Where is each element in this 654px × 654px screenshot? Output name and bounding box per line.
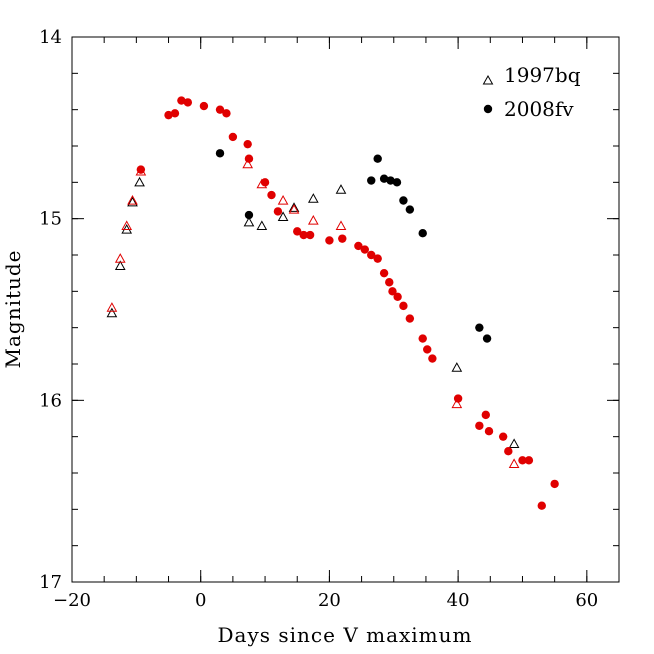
data-point-triangle [243,216,255,227]
data-point-circle [177,96,186,105]
data-point-circle [386,176,395,185]
data-point-circle [393,292,402,301]
data-point-circle [379,268,389,278]
plot-frame [71,36,620,583]
data-point-circle [273,207,283,216]
y-axis-label: Magnitude [1,249,25,368]
legend: 1997bq 2008fv [482,63,581,121]
data-point-circle [418,334,427,343]
data-point-triangle [127,196,138,207]
data-point-circle [379,174,389,183]
x-tick-label: −20 [53,590,91,611]
data-point-triangle [106,307,118,318]
data-point-circle [484,427,494,436]
data-point-triangle [127,194,138,205]
data-point-circle [136,165,146,174]
y-tick-label: 16 [39,390,62,411]
axis-tick-labels: −20 0 20 40 60 14 15 16 17 [39,27,598,611]
data-point-triangle [277,194,289,205]
data-point-circle [550,479,559,489]
data-point-circle [325,236,334,245]
data-point-triangle [508,438,520,449]
data-point-circle [199,101,209,111]
data-point-circle [481,410,490,420]
legend-label-2008fv: 2008fv [504,97,574,121]
data-point-circle [405,205,415,214]
data-point-circle [498,432,508,441]
y-tick-label: 15 [39,209,62,230]
data-point-circle [504,447,513,456]
data-point-circle [399,196,408,205]
data-point-triangle [288,204,300,214]
x-tick-label: 0 [195,590,206,611]
data-point-triangle [121,220,133,231]
data-point-circle [524,456,534,465]
data-point-circle [475,323,484,332]
data-point-triangle [451,398,463,409]
data-point-triangle [277,211,289,221]
data-point-circle [305,230,315,240]
data-point-circle [183,98,193,107]
data-point-triangle [307,214,319,225]
data-point-circle [360,245,370,254]
data-point-circle [267,190,276,200]
data-point-circle [537,501,546,510]
data-point-triangle [508,458,520,469]
data-point-triangle [114,253,126,263]
data-point-circle [399,301,408,311]
data-point-circle [243,139,252,149]
data-point-circle [518,456,527,465]
data-point-circle [222,109,231,118]
data-points [106,96,559,510]
data-point-triangle [114,260,126,270]
data-point-triangle [335,184,347,194]
data-point-circle [260,178,270,187]
data-point-circle [170,109,180,118]
data-point-circle [373,254,382,263]
data-point-triangle [288,202,300,212]
data-point-circle [367,250,376,260]
data-point-circle [244,210,254,220]
x-tick-label: 40 [447,590,470,611]
data-point-circle [482,334,492,343]
data-point-circle [164,110,173,120]
data-point-triangle [451,362,463,372]
data-point-circle [244,154,254,163]
data-point-triangle [335,220,347,231]
data-point-circle [299,230,308,240]
data-point-triangle [307,193,319,203]
x-tick-label: 20 [318,590,341,611]
data-point-triangle [134,176,145,187]
data-point-circle [392,178,402,187]
data-point-circle [423,345,432,354]
data-point-circle [215,149,225,158]
legend-marker-1997bq [482,74,494,85]
data-point-circle [475,421,484,430]
data-point-circle [388,287,397,296]
data-point-circle [354,241,363,251]
y-tick-label: 17 [39,572,62,593]
data-point-circle [293,227,302,236]
data-point-circle [338,234,347,243]
axis-ticks [71,36,620,583]
data-point-circle [405,314,415,323]
data-point-triangle [242,158,254,169]
data-point-circle [367,176,376,185]
x-tick-label: 60 [575,590,598,611]
data-point-circle [215,105,225,114]
data-point-circle [228,132,238,142]
data-point-circle [453,394,463,403]
y-tick-label: 14 [39,27,62,48]
data-point-circle [428,354,437,363]
data-point-triangle [106,302,118,312]
data-point-triangle [256,220,268,231]
data-point-circle [418,229,427,238]
legend-label-1997bq: 1997bq [504,63,581,87]
x-axis-label: Days since V maximum [218,623,473,647]
data-point-circle [373,154,382,163]
legend-marker-2008fv [483,104,493,114]
data-point-circle [385,278,394,287]
